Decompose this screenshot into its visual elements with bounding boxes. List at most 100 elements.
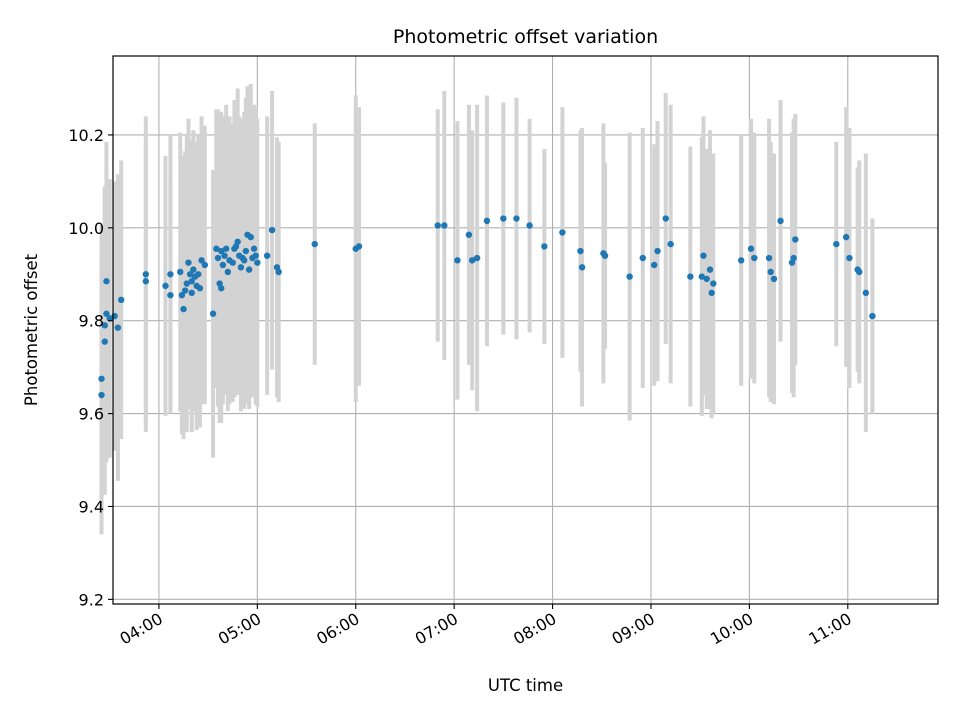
y-axis-label: Photometric offset <box>22 253 41 406</box>
data-point <box>234 238 241 245</box>
data-point <box>167 291 174 299</box>
data-point <box>654 247 661 255</box>
data-point <box>842 233 850 241</box>
data-points <box>98 215 876 399</box>
data-point <box>698 273 706 280</box>
data-point <box>626 273 633 280</box>
data-point <box>541 243 548 250</box>
data-point <box>770 275 778 283</box>
data-point <box>559 229 566 236</box>
data-point <box>224 268 232 276</box>
data-point <box>468 257 476 264</box>
data-point <box>777 217 784 225</box>
data-point <box>869 312 876 320</box>
data-point <box>767 268 774 276</box>
data-point <box>209 310 217 317</box>
data-point <box>196 285 204 292</box>
data-point <box>792 236 799 243</box>
data-point <box>106 315 113 322</box>
data-point <box>700 252 707 259</box>
data-point <box>250 245 258 252</box>
y-tick-label: 9.4 <box>79 497 104 516</box>
data-point <box>118 296 125 304</box>
data-point <box>98 375 105 382</box>
data-point <box>103 310 110 317</box>
data-point <box>708 289 715 297</box>
data-point <box>178 291 186 299</box>
y-tick-label: 9.8 <box>79 312 104 331</box>
data-point <box>213 245 220 252</box>
data-point <box>706 266 714 273</box>
data-point <box>229 259 236 266</box>
data-point <box>201 261 209 269</box>
data-point <box>737 257 745 264</box>
data-point <box>751 254 758 262</box>
data-point <box>500 215 507 222</box>
data-point <box>247 233 254 241</box>
data-point <box>862 289 870 297</box>
data-point <box>98 391 105 399</box>
data-point <box>454 257 461 264</box>
chart-title: Photometric offset variation <box>393 26 658 48</box>
data-point <box>601 252 609 259</box>
data-point <box>101 322 108 329</box>
y-tick-label: 10.2 <box>68 126 104 145</box>
data-point <box>180 305 187 313</box>
data-point <box>526 222 533 229</box>
data-point <box>441 222 448 229</box>
data-point <box>473 254 481 262</box>
data-point <box>177 268 184 276</box>
data-point <box>254 259 261 266</box>
data-point <box>218 285 225 292</box>
data-point <box>245 266 253 273</box>
data-point <box>513 215 520 222</box>
data-point <box>190 266 197 273</box>
data-point <box>263 252 271 259</box>
data-point <box>483 217 491 225</box>
data-point <box>790 254 797 262</box>
data-point <box>577 247 584 255</box>
data-point <box>275 268 282 276</box>
data-point <box>434 222 441 229</box>
data-point <box>186 271 194 278</box>
y-tick-label: 10.0 <box>68 219 104 238</box>
data-point <box>311 240 318 248</box>
data-point <box>747 245 755 252</box>
data-point <box>114 324 122 331</box>
data-point <box>465 231 473 238</box>
data-point <box>142 278 150 285</box>
y-tick-label: 9.2 <box>79 590 104 609</box>
data-point <box>188 278 195 285</box>
data-point <box>219 261 227 269</box>
data-point <box>639 254 646 262</box>
data-point <box>833 240 840 248</box>
data-point <box>241 257 248 264</box>
data-point <box>222 245 230 252</box>
data-point <box>710 280 717 287</box>
data-point <box>355 243 363 250</box>
data-point <box>237 264 245 271</box>
data-point <box>703 275 710 283</box>
plot-area-frame <box>112 55 939 605</box>
data-point <box>268 226 276 234</box>
data-point <box>578 264 586 271</box>
data-point <box>142 271 150 278</box>
data-point <box>103 278 110 285</box>
data-point <box>218 247 225 255</box>
x-axis-label: UTC time <box>488 676 563 695</box>
data-point <box>846 254 853 262</box>
data-point <box>195 271 202 278</box>
data-point <box>162 282 169 290</box>
data-point <box>252 252 259 259</box>
data-point <box>687 273 694 280</box>
data-point <box>662 215 669 222</box>
y-axis-ticks: 9.2 9.4 9.6 9.8 10.0 10.2 <box>68 126 113 609</box>
y-tick-label: 9.6 <box>79 405 104 424</box>
data-point <box>167 271 174 278</box>
data-point <box>198 257 205 264</box>
data-point <box>242 247 250 255</box>
data-point <box>856 268 863 276</box>
